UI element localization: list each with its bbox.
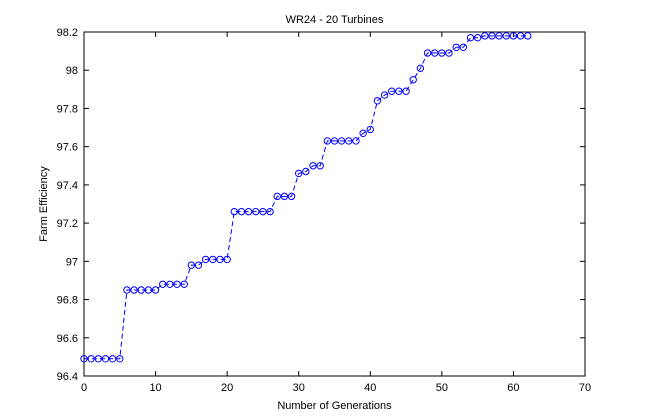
data-point xyxy=(416,64,425,73)
data-point xyxy=(266,207,274,216)
plot-area xyxy=(83,31,586,377)
x-tick-label: 70 xyxy=(579,382,591,394)
data-point xyxy=(473,34,482,42)
data-point xyxy=(87,355,95,363)
data-point xyxy=(323,137,332,145)
data-point xyxy=(166,280,174,288)
x-tick-label: 40 xyxy=(364,382,376,394)
data-point xyxy=(159,280,167,288)
data-point xyxy=(187,261,196,269)
y-tick-label: 96.8 xyxy=(57,295,78,307)
data-point xyxy=(144,286,153,294)
data-point xyxy=(151,286,160,294)
data-point xyxy=(302,167,310,176)
data-point xyxy=(295,169,303,178)
data-point xyxy=(423,49,432,57)
data-point xyxy=(244,207,253,216)
data-point xyxy=(409,76,417,84)
data-point xyxy=(445,49,453,57)
data-point xyxy=(352,137,360,145)
data-point xyxy=(101,355,110,363)
data-point xyxy=(216,255,224,264)
data-point xyxy=(438,49,446,57)
data-point xyxy=(402,87,410,95)
data-point xyxy=(223,255,231,264)
data-point xyxy=(287,192,296,201)
y-tick-label: 96.4 xyxy=(57,371,78,383)
y-tick-label: 97.4 xyxy=(57,180,78,192)
data-point xyxy=(459,43,468,51)
data-point xyxy=(495,32,503,40)
x-tick-label: 60 xyxy=(507,382,519,394)
y-tick-label: 98 xyxy=(66,65,78,77)
chart-title: WR24 - 20 Turbines xyxy=(286,14,384,26)
y-axis-title: Farm Efficiency xyxy=(38,166,50,242)
data-point xyxy=(252,207,260,216)
data-point xyxy=(123,286,131,294)
data-point xyxy=(359,129,367,137)
data-point xyxy=(366,125,374,134)
y-axis: 96.4 96.6 96.8 97 97.2 97.4 97.6 97.8 98 98.2 xyxy=(57,27,585,383)
data-point xyxy=(431,49,439,57)
y-tick-label: 98.2 xyxy=(57,27,78,39)
data-point xyxy=(345,137,353,145)
x-tick-label: 0 xyxy=(81,382,87,394)
data-point xyxy=(309,162,317,170)
data-point xyxy=(173,280,181,288)
x-tick-label: 30 xyxy=(293,382,305,394)
data-point xyxy=(180,280,188,288)
y-tick-label: 97 xyxy=(66,256,78,268)
data-point xyxy=(137,286,145,294)
series-layer xyxy=(80,32,532,363)
data-point xyxy=(388,87,396,95)
x-axis: 0 10 20 30 40 50 60 70 xyxy=(81,32,591,394)
data-point xyxy=(516,32,525,40)
y-tick-label: 96.6 xyxy=(57,333,78,345)
data-point xyxy=(373,97,382,105)
x-tick-label: 20 xyxy=(221,382,233,394)
data-point xyxy=(108,355,117,363)
y-tick-label: 97.6 xyxy=(57,142,78,154)
data-point xyxy=(209,255,217,264)
data-point xyxy=(395,87,403,95)
data-point xyxy=(488,32,496,40)
data-point xyxy=(273,192,281,201)
x-axis-title: Number of Generations xyxy=(277,400,392,412)
data-point xyxy=(337,137,346,145)
data-point xyxy=(502,32,510,40)
data-point xyxy=(280,192,289,201)
data-point xyxy=(524,32,532,40)
data-point xyxy=(380,91,389,99)
data-point xyxy=(452,43,460,51)
data-point xyxy=(201,255,210,264)
data-point xyxy=(237,207,246,216)
data-point xyxy=(194,261,203,269)
data-point xyxy=(481,32,489,40)
data-point xyxy=(80,355,88,363)
data-point xyxy=(130,286,138,294)
data-point xyxy=(259,207,267,216)
data-point xyxy=(316,162,324,170)
data-point xyxy=(330,137,339,145)
series-line xyxy=(84,35,528,360)
data-point xyxy=(94,355,103,363)
x-tick-label: 10 xyxy=(149,382,161,394)
data-point xyxy=(509,32,518,40)
data-point xyxy=(230,207,239,216)
y-tick-label: 97.2 xyxy=(57,218,78,230)
y-tick-label: 97.8 xyxy=(57,103,78,115)
x-tick-label: 50 xyxy=(436,382,448,394)
data-point xyxy=(116,355,124,363)
data-point xyxy=(466,34,475,42)
